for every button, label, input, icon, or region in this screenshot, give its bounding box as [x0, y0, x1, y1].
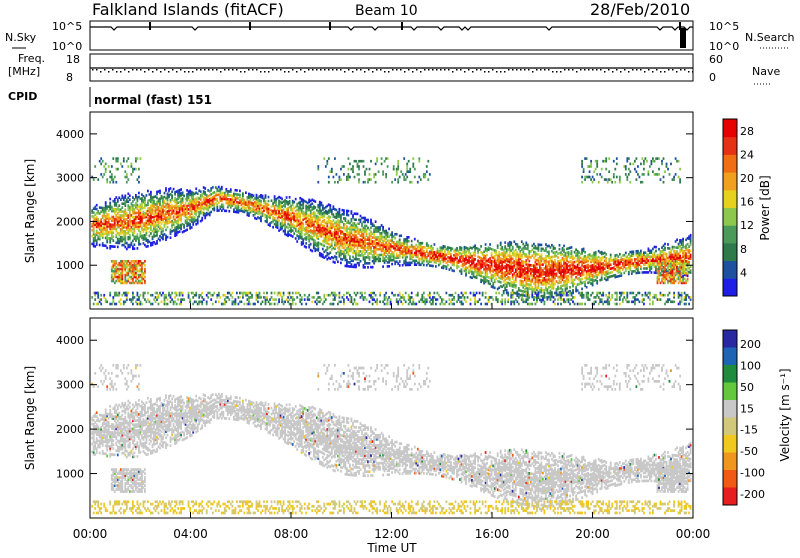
nsearch-tick-high: 10^5: [709, 20, 739, 33]
velocity-colorbar-tick: -50: [740, 445, 758, 458]
velocity-colorbar-label: Velocity [m s⁻¹]: [778, 368, 792, 461]
power-colorbar-tick: 8: [740, 243, 747, 256]
freq-panel: Freq. [MHz] 18 8 60 0 Nave: [8, 52, 780, 84]
velocity-colorbar-swatch: [723, 383, 737, 401]
nsky-panel: N.Sky 10^5 10^0 10^5 10^0 N.Search: [5, 20, 795, 53]
power-colorbar-swatch: [723, 137, 737, 155]
nsearch-label: N.Search: [745, 31, 795, 44]
x-tick-label: 00:00: [73, 527, 108, 541]
power-scatter: [91, 157, 691, 305]
cpid-value: normal (fast) 151: [94, 93, 212, 107]
velocity-colorbar-swatch: [723, 365, 737, 383]
beam-title: Beam 10: [355, 3, 418, 19]
y-tick-label: 4000: [56, 128, 84, 141]
velocity-colorbar-swatch: [723, 470, 737, 488]
velocity-colorbar-tick: 50: [740, 381, 754, 394]
velocity-colorbar-tick: 200: [740, 338, 761, 351]
power-colorbar-tick: 28: [740, 125, 754, 138]
velocity-colorbar-swatch: [723, 488, 737, 506]
station-title: Falkland Islands (fitACF): [92, 0, 284, 19]
y-tick-label: 2000: [56, 215, 84, 228]
power-colorbar-swatch: [723, 278, 737, 296]
velocity-colorbar-swatch: [723, 435, 737, 453]
velocity-scatter: [91, 364, 691, 514]
freq-tick-high: 18: [66, 53, 80, 66]
nsearch-tick-low: 10^0: [709, 40, 739, 53]
power-colorbar-swatch: [723, 119, 737, 137]
x-tick-label: 08:00: [274, 527, 309, 541]
nave-label: Nave: [752, 65, 780, 78]
y-tick-label: 3000: [56, 379, 84, 392]
power-colorbar-swatch: [723, 208, 737, 226]
velocity-colorbar-tick: -15: [740, 424, 758, 437]
x-tick-label: 16:00: [475, 527, 510, 541]
velocity-colorbar-tick: 15: [740, 402, 754, 415]
velocity-colorbar: 200 100 50 15 -15 -50 -100 -200 Velocity [m s⁻¹…: [723, 330, 792, 506]
velocity-panel: 1000 2000 3000 4000 Slant Range [km]: [23, 318, 693, 518]
power-colorbar-tick: 4: [740, 266, 747, 279]
power-ylabel: Slant Range [km]: [23, 159, 37, 263]
x-tick-label: 04:00: [173, 527, 208, 541]
power-colorbar: 4 8 12 16 20 24 28 Power [dB]: [723, 119, 772, 297]
nsky-trace: [90, 22, 693, 48]
velocity-colorbar-tick: 100: [740, 359, 761, 372]
power-colorbar-tick: 16: [740, 196, 754, 209]
power-colorbar-swatch: [723, 190, 737, 208]
power-colorbar-label: Power [dB]: [758, 175, 772, 240]
power-colorbar-swatch: [723, 154, 737, 172]
y-tick-label: 1000: [56, 259, 84, 272]
freq-tick-low: 8: [66, 71, 73, 84]
nsky-label: N.Sky: [5, 31, 37, 44]
y-tick-label: 2000: [56, 423, 84, 436]
velocity-colorbar-swatch: [723, 400, 737, 418]
freq-unit: [MHz]: [8, 65, 40, 78]
nave-tick-high: 60: [709, 53, 723, 66]
power-panel: 1000 2000 3000 4000 Slant Range [km]: [23, 112, 693, 309]
nsky-tick-low: 10^0: [52, 40, 82, 53]
date-title: 28/Feb/2010: [590, 0, 690, 19]
power-colorbar-tick: 24: [740, 148, 754, 161]
power-colorbar-swatch: [723, 225, 737, 243]
y-tick-label: 3000: [56, 172, 84, 185]
time-axis-label: Time UT: [366, 541, 417, 554]
nave-tick-low: 0: [709, 71, 716, 84]
velocity-ylabel: Slant Range [km]: [23, 366, 37, 470]
freq-trace: [90, 68, 694, 73]
velocity-colorbar-swatch: [723, 453, 737, 471]
x-tick-label: 00:00: [676, 527, 711, 541]
cpid-label: CPID: [8, 90, 37, 103]
power-colorbar-swatch: [723, 172, 737, 190]
power-colorbar-swatch: [723, 261, 737, 279]
velocity-colorbar-swatch: [723, 330, 737, 348]
y-tick-label: 4000: [56, 334, 84, 347]
velocity-colorbar-swatch: [723, 418, 737, 436]
power-colorbar-swatch: [723, 243, 737, 261]
power-colorbar-tick: 20: [740, 172, 754, 185]
power-colorbar-tick: 12: [740, 219, 754, 232]
velocity-colorbar-tick: -100: [740, 467, 765, 480]
x-tick-label: 20:00: [575, 527, 610, 541]
y-tick-label: 1000: [56, 468, 84, 481]
freq-label: Freq.: [18, 52, 45, 65]
velocity-colorbar-tick: -200: [740, 488, 765, 501]
x-tick-label: 12:00: [374, 527, 409, 541]
velocity-colorbar-swatch: [723, 348, 737, 366]
nsky-tick-high: 10^5: [52, 20, 82, 33]
